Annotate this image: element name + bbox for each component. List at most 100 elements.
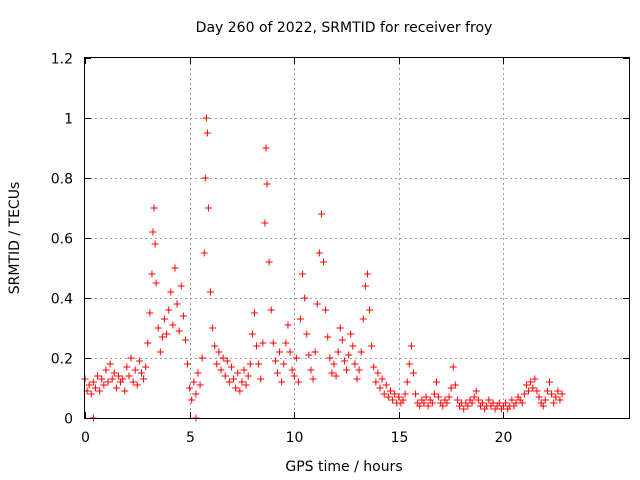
- data-point: [294, 378, 302, 386]
- data-point: [368, 342, 376, 350]
- data-point: [355, 366, 363, 374]
- data-point: [173, 300, 181, 308]
- data-point: [181, 336, 189, 344]
- data-point: [336, 324, 344, 332]
- data-point: [286, 348, 294, 356]
- data-point: [445, 393, 453, 401]
- data-point: [380, 390, 388, 398]
- data-point: [202, 114, 210, 122]
- data-point: [412, 390, 420, 398]
- data-point: [539, 402, 547, 410]
- data-point: [263, 180, 271, 188]
- data-point: [131, 366, 139, 374]
- data-point: [288, 366, 296, 374]
- data-point: [361, 282, 369, 290]
- data-point: [470, 393, 478, 401]
- data-point: [236, 387, 244, 395]
- x-tick-label: 10: [286, 430, 304, 446]
- data-point: [242, 381, 250, 389]
- data-point: [213, 360, 221, 368]
- data-point: [552, 393, 560, 401]
- x-tick-label: 20: [495, 430, 513, 446]
- data-point: [533, 387, 541, 395]
- data-point: [144, 339, 152, 347]
- data-point: [137, 369, 145, 377]
- data-point: [225, 378, 233, 386]
- data-point: [529, 384, 537, 392]
- data-point: [495, 399, 503, 407]
- data-point: [114, 372, 122, 380]
- data-point: [345, 351, 353, 359]
- data-point: [401, 390, 409, 398]
- data-point: [94, 372, 102, 380]
- data-point: [347, 330, 355, 338]
- data-point: [192, 390, 200, 398]
- data-point: [474, 396, 482, 404]
- data-point: [179, 312, 187, 320]
- data-point: [428, 399, 436, 407]
- data-point: [303, 330, 311, 338]
- data-point: [512, 399, 520, 407]
- data-point: [158, 333, 166, 341]
- data-point: [338, 336, 346, 344]
- data-point: [435, 393, 443, 401]
- data-point: [151, 240, 159, 248]
- data-point: [219, 354, 227, 362]
- data-point: [439, 402, 447, 410]
- data-point: [357, 348, 365, 356]
- data-point: [330, 360, 338, 368]
- data-point: [324, 333, 332, 341]
- data-point: [407, 342, 415, 350]
- axis-ticks: [85, 58, 629, 419]
- data-point: [416, 402, 424, 410]
- data-point: [508, 396, 516, 404]
- data-point: [315, 249, 323, 257]
- data-point: [200, 249, 208, 257]
- data-point: [106, 360, 114, 368]
- data-point: [451, 381, 459, 389]
- data-point: [135, 357, 143, 365]
- data-point: [326, 354, 334, 362]
- data-point: [112, 384, 120, 392]
- data-point: [184, 360, 192, 368]
- data-point: [525, 387, 533, 395]
- data-point: [479, 399, 487, 407]
- x-axis-label: GPS time / hours: [285, 459, 402, 475]
- data-point: [376, 384, 384, 392]
- y-tick-label: 1: [64, 112, 73, 128]
- data-point: [148, 270, 156, 278]
- data-point: [201, 174, 209, 182]
- data-point: [449, 363, 457, 371]
- chart-title: Day 260 of 2022, SRMTID for receiver fro…: [196, 20, 493, 36]
- data-point: [502, 399, 510, 407]
- y-tick-labels: 0 0.2 0.4 0.6 0.8 1 1.2: [51, 52, 73, 428]
- data-point: [255, 360, 263, 368]
- x-tick-label: 0: [81, 430, 90, 446]
- data-point: [443, 399, 451, 407]
- data-point: [322, 306, 330, 314]
- data-point: [96, 387, 104, 395]
- data-point: [165, 306, 173, 314]
- data-point: [175, 327, 183, 335]
- y-tick-label: 0.6: [51, 232, 73, 248]
- data-point: [240, 366, 248, 374]
- data-point: [211, 342, 219, 350]
- data-point: [558, 390, 566, 398]
- data-point: [332, 372, 340, 380]
- data-point: [230, 375, 238, 383]
- data-point: [460, 405, 468, 413]
- data-point: [464, 402, 472, 410]
- data-point: [261, 219, 269, 227]
- data-point: [351, 360, 359, 368]
- data-point: [269, 339, 277, 347]
- data-point: [363, 270, 371, 278]
- data-point: [374, 369, 382, 377]
- data-point: [121, 387, 129, 395]
- data-point: [217, 366, 225, 374]
- data-point: [150, 204, 158, 212]
- data-point: [244, 372, 252, 380]
- data-point: [403, 378, 411, 386]
- data-point: [161, 315, 169, 323]
- grid-lines: [85, 58, 629, 418]
